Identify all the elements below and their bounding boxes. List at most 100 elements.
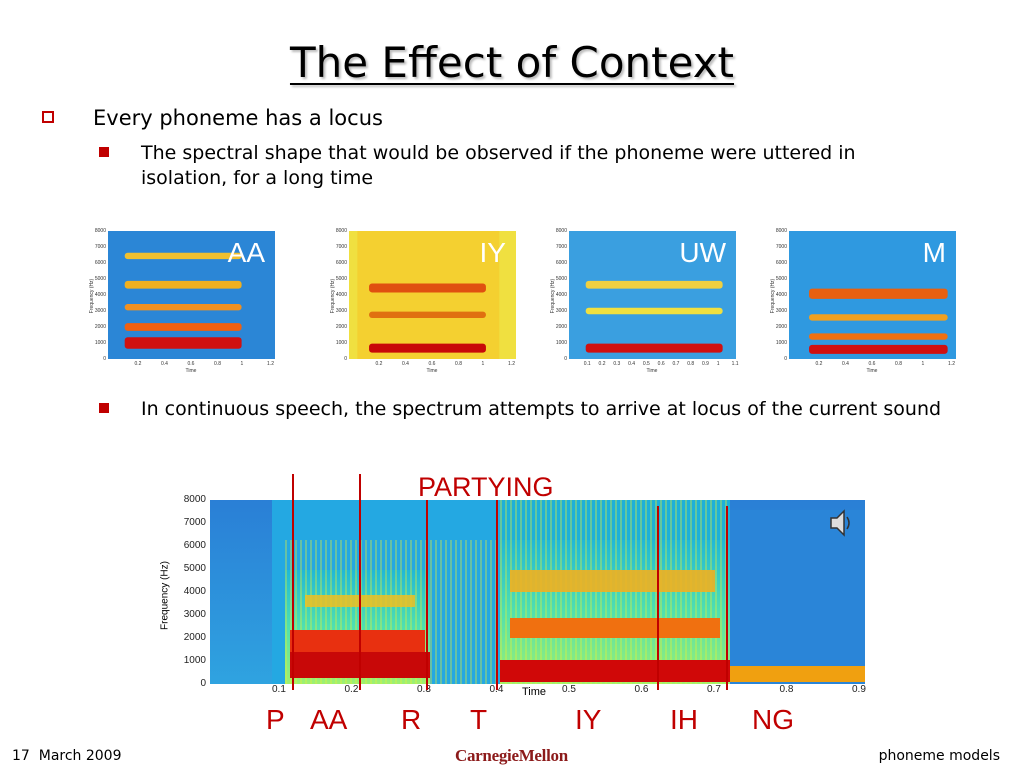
small-x-tick: 0.8	[687, 361, 695, 367]
footer-topic: phoneme models	[878, 748, 1000, 764]
small-x-tick: 1	[716, 361, 720, 367]
small-x-tick: 0.6	[868, 361, 876, 367]
carnegie-mellon-logo: CarnegieMellon	[455, 746, 568, 765]
small-y-tick: 7000	[94, 244, 106, 250]
big-spectrogram	[210, 500, 865, 684]
big-y-tick: 6000	[183, 540, 206, 551]
small-x-tick: 0.6	[187, 361, 195, 367]
small-x-axis-label: Time	[426, 368, 438, 374]
small-y-tick: 2000	[775, 324, 787, 330]
small-y-tick: 3000	[555, 308, 567, 314]
small-x-tick: 1.1	[731, 361, 739, 367]
phone-label-r: R	[401, 704, 422, 735]
spectrogram-uw: 8000 7000 6000 5000 4000 3000 2000 1000 0 Frequen…	[545, 228, 740, 377]
small-y-tick: 1000	[94, 340, 106, 346]
small-y-tick: 1000	[555, 340, 567, 346]
small-y-tick: 3000	[335, 308, 347, 314]
phone-label-p: P	[266, 704, 285, 735]
phone-label-ih: IH	[670, 704, 698, 735]
big-x-tick: 0.3	[417, 684, 431, 695]
bullet-locus: Every phoneme has a locus	[93, 106, 383, 130]
small-y-tick: 6000	[335, 260, 347, 266]
small-x-axis-label: Time	[866, 368, 878, 374]
spectrogram-iy: 8000 7000 6000 5000 4000 3000 2000 1000 0 Frequen…	[325, 228, 520, 377]
small-y-tick: 8000	[94, 228, 106, 234]
small-y-tick: 8000	[335, 228, 347, 234]
small-x-tick: 0.6	[657, 361, 665, 367]
small-x-tick: 0.8	[895, 361, 902, 367]
big-x-tick: 0.6	[634, 684, 649, 695]
small-y-tick: 5000	[555, 276, 567, 282]
big-spec-regions	[272, 500, 865, 684]
small-y-tick: 6000	[555, 260, 567, 266]
small-y-tick: 7000	[775, 244, 787, 250]
slide-title: The Effect of Context	[289, 38, 735, 87]
big-x-axis-label: Time	[522, 686, 547, 698]
small-y-tick: 0	[564, 356, 567, 362]
speaker-icon[interactable]	[828, 507, 854, 539]
footer-date: 17 March 2009	[12, 748, 122, 764]
phone-label-iy: IY	[575, 704, 602, 735]
small-y-tick: 8000	[775, 228, 787, 234]
big-y-tick: 4000	[183, 586, 206, 597]
small-x-tick: 0.2	[375, 361, 383, 367]
phoneme-label-m: M	[922, 237, 946, 268]
small-y-tick: 1000	[775, 340, 787, 346]
small-y-tick: 1000	[335, 340, 347, 346]
big-y-tick: 5000	[183, 563, 206, 574]
small-y-tick: 4000	[775, 292, 787, 298]
small-y-tick: 3000	[775, 308, 787, 314]
small-x-tick: 1	[481, 361, 485, 367]
small-x-tick: 0.6	[428, 361, 436, 367]
small-x-tick: 1.2	[508, 361, 515, 367]
big-x-tick: 0.5	[562, 684, 576, 695]
small-y-tick: 5000	[775, 276, 787, 282]
small-x-tick: 0.7	[672, 361, 680, 367]
big-x-tick: 0.9	[852, 684, 866, 695]
bullet-hollow-square-icon	[42, 111, 54, 123]
small-y-tick: 5000	[94, 276, 106, 282]
small-y-tick: 3000	[94, 308, 106, 314]
small-x-axis-label: Time	[646, 368, 658, 374]
footer-date-text: March 2009	[38, 748, 122, 764]
phone-label-t: T	[470, 704, 488, 735]
bullet-spectral-shape: The spectral shape that would be observe…	[141, 142, 856, 189]
small-x-tick: 0.8	[214, 361, 221, 367]
bullet-square-icon	[99, 147, 109, 157]
bullet-square-icon	[99, 403, 109, 413]
big-x-tick: 0.8	[779, 684, 794, 695]
word-label: PARTYING	[418, 472, 554, 502]
phoneme-label-aa: AA	[227, 237, 265, 268]
big-x-tick: 0.1	[272, 684, 286, 695]
small-x-tick: 0.4	[628, 361, 636, 367]
small-y-tick: 4000	[555, 292, 567, 298]
big-y-tick: 2000	[183, 632, 206, 643]
small-x-tick: 0.1	[583, 361, 591, 367]
small-y-tick: 0	[344, 356, 347, 362]
big-x-tick: 0.2	[344, 684, 359, 695]
phone-label-ng: NG	[752, 704, 794, 735]
small-x-tick: 0.2	[598, 361, 606, 367]
small-y-tick: 7000	[335, 244, 347, 250]
small-y-tick: 2000	[555, 324, 567, 330]
small-x-tick: 0.4	[161, 361, 168, 367]
small-x-tick: 0.2	[134, 361, 142, 367]
small-x-tick: 0.4	[842, 361, 849, 367]
small-x-axis-label: Time	[185, 368, 197, 374]
small-y-tick: 6000	[94, 260, 106, 266]
small-y-tick: 8000	[555, 228, 567, 234]
small-y-tick: 2000	[335, 324, 347, 330]
small-x-tick: 0.2	[815, 361, 823, 367]
small-y-tick: 4000	[335, 292, 347, 298]
small-x-tick: 0.5	[642, 361, 650, 367]
small-x-tick: 0.8	[455, 361, 462, 367]
phoneme-label-iy: IY	[479, 237, 506, 268]
big-y-tick: 7000	[183, 517, 206, 528]
big-y-tick: 8000	[183, 494, 206, 505]
slide-number: 17	[12, 748, 30, 764]
small-y-tick: 4000	[94, 292, 106, 298]
small-x-tick: 1.2	[267, 361, 274, 367]
phoneme-label-uw: UW	[679, 237, 726, 268]
phone-label-aa: AA	[310, 704, 348, 735]
